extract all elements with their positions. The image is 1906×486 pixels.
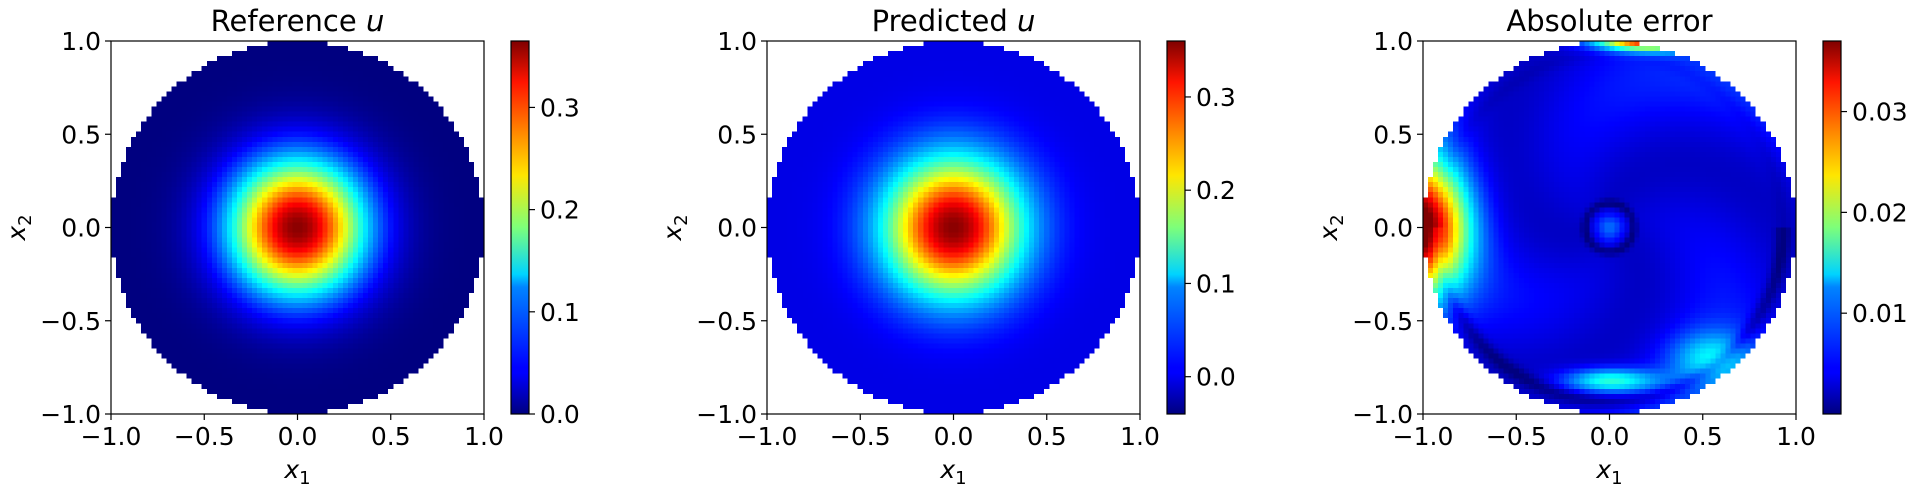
heatmap-image — [111, 41, 484, 414]
colorbar-gradient — [511, 41, 529, 414]
colorbar-tick-label: 0.2 — [1196, 176, 1236, 205]
y-tick-label: 1.0 — [61, 27, 101, 56]
panel-3: Absolute error −1.0 −0.5 0.0 0.5 1.0 −1.0 −0.5 0… — [1314, 4, 1906, 486]
x-axis-label-subscript: 1 — [1611, 468, 1622, 486]
y-axis-label-symbol: x — [2, 226, 31, 242]
y-tick-label: 1.0 — [717, 27, 757, 56]
x-axis-label-subscript: 1 — [299, 468, 310, 486]
x-tick-label: 1.0 — [464, 422, 504, 451]
x-tick-label: −1.0 — [1393, 422, 1454, 451]
x-axis-label: x1 — [1595, 455, 1622, 486]
colorbar: 0.0 0.1 0.2 0.3 — [1166, 40, 1236, 415]
colorbar-tick-label: 0.02 — [1852, 198, 1906, 227]
y-axis-label: x2 — [1314, 214, 1348, 241]
colorbar-tick-label: 0.3 — [540, 93, 580, 122]
colorbar-tick-label: 0.0 — [540, 400, 580, 429]
x-tick-label: 0.0 — [934, 422, 974, 451]
x-tick-label: 0.0 — [1590, 422, 1630, 451]
panel-2: Predicted u−1.0 −0.5 0.0 0.5 1.0−1.0−0.50.00… — [658, 4, 1236, 486]
x-tick-label: 0.5 — [1027, 422, 1067, 451]
y-axis-label-subscript: 2 — [1327, 214, 1348, 225]
colorbar-tick-label: 0.1 — [1196, 269, 1236, 298]
heatmap-image — [767, 41, 1140, 414]
chart-title-text: Absolute error — [1506, 4, 1712, 38]
y-axis-label: x2 — [2, 214, 36, 241]
y-axis-label: x2 — [658, 214, 692, 241]
y-tick-label: −0.5 — [696, 307, 757, 336]
y-axis-label-symbol: x — [1314, 226, 1343, 242]
x-axis-label: x1 — [939, 455, 966, 486]
x-axis-label-symbol: x — [939, 455, 955, 484]
chart-title: Absolute error — [1506, 4, 1712, 38]
x-tick-label: 1.0 — [1120, 422, 1160, 451]
y-tick-label: −1.0 — [1352, 400, 1413, 429]
y-tick-label: 0.0 — [717, 214, 757, 243]
heatmap-image — [1423, 41, 1796, 414]
x-axis-label: x1 — [283, 455, 310, 486]
colorbar: 0.01 0.02 0.03 — [1822, 40, 1906, 415]
y-tick-label: 0.5 — [1373, 120, 1413, 149]
x-tick-label: −0.5 — [1486, 422, 1547, 451]
x-tick-label: 0.0 — [278, 422, 318, 451]
chart-title-text: Reference — [211, 4, 357, 38]
y-tick-label: −0.5 — [40, 307, 101, 336]
colorbar-tick-label: 0.3 — [1196, 83, 1236, 112]
y-tick-label: 1.0 — [1373, 27, 1413, 56]
x-axis-label-subscript: 1 — [955, 468, 966, 486]
y-tick-label: −1.0 — [40, 400, 101, 429]
y-axis-label-symbol: x — [658, 226, 687, 242]
y-axis-label-subscript: 2 — [15, 214, 36, 225]
colorbar-gradient — [1167, 41, 1185, 414]
colorbar-gradient — [1823, 41, 1841, 414]
chart-title-text: Predicted — [872, 4, 1008, 38]
x-tick-label: −0.5 — [174, 422, 235, 451]
chart-title: Predicted u — [872, 4, 1036, 38]
x-tick-label: 0.5 — [371, 422, 411, 451]
y-tick-label: −0.5 — [1352, 307, 1413, 336]
y-tick-label: 0.0 — [61, 214, 101, 243]
colorbar-frame — [1822, 40, 1842, 415]
y-tick-label: 0.0 — [1373, 214, 1413, 243]
panel-1: Reference u−1.0 −0.5 0.0 0.5 1.0−1.0−0.50.00… — [2, 4, 580, 486]
x-axis-label-symbol: x — [283, 455, 299, 484]
colorbar-frame — [510, 40, 530, 415]
x-tick-label: 1.0 — [1776, 422, 1816, 451]
colorbar: 0.0 0.1 0.2 0.3 — [510, 40, 580, 429]
y-tick-label: 0.5 — [61, 120, 101, 149]
chart-title-symbol: u — [366, 4, 384, 38]
colorbar-tick-label: 0.2 — [540, 196, 580, 225]
colorbar-tick-label: 0.0 — [1196, 363, 1236, 392]
y-axis-label-subscript: 2 — [671, 214, 692, 225]
x-tick-label: −1.0 — [737, 422, 798, 451]
x-axis-label-symbol: x — [1595, 455, 1611, 484]
x-tick-label: −0.5 — [830, 422, 891, 451]
colorbar-tick-label: 0.1 — [540, 298, 580, 327]
y-tick-label: 0.5 — [717, 120, 757, 149]
chart-title-symbol: u — [1017, 4, 1035, 38]
x-tick-label: 0.5 — [1683, 422, 1723, 451]
chart-title: Reference u — [211, 4, 385, 38]
colorbar-frame — [1166, 40, 1186, 415]
x-tick-label: −1.0 — [81, 422, 142, 451]
colorbar-tick-label: 0.03 — [1852, 98, 1906, 127]
y-tick-label: −1.0 — [696, 400, 757, 429]
colorbar-tick-label: 0.01 — [1852, 299, 1906, 328]
